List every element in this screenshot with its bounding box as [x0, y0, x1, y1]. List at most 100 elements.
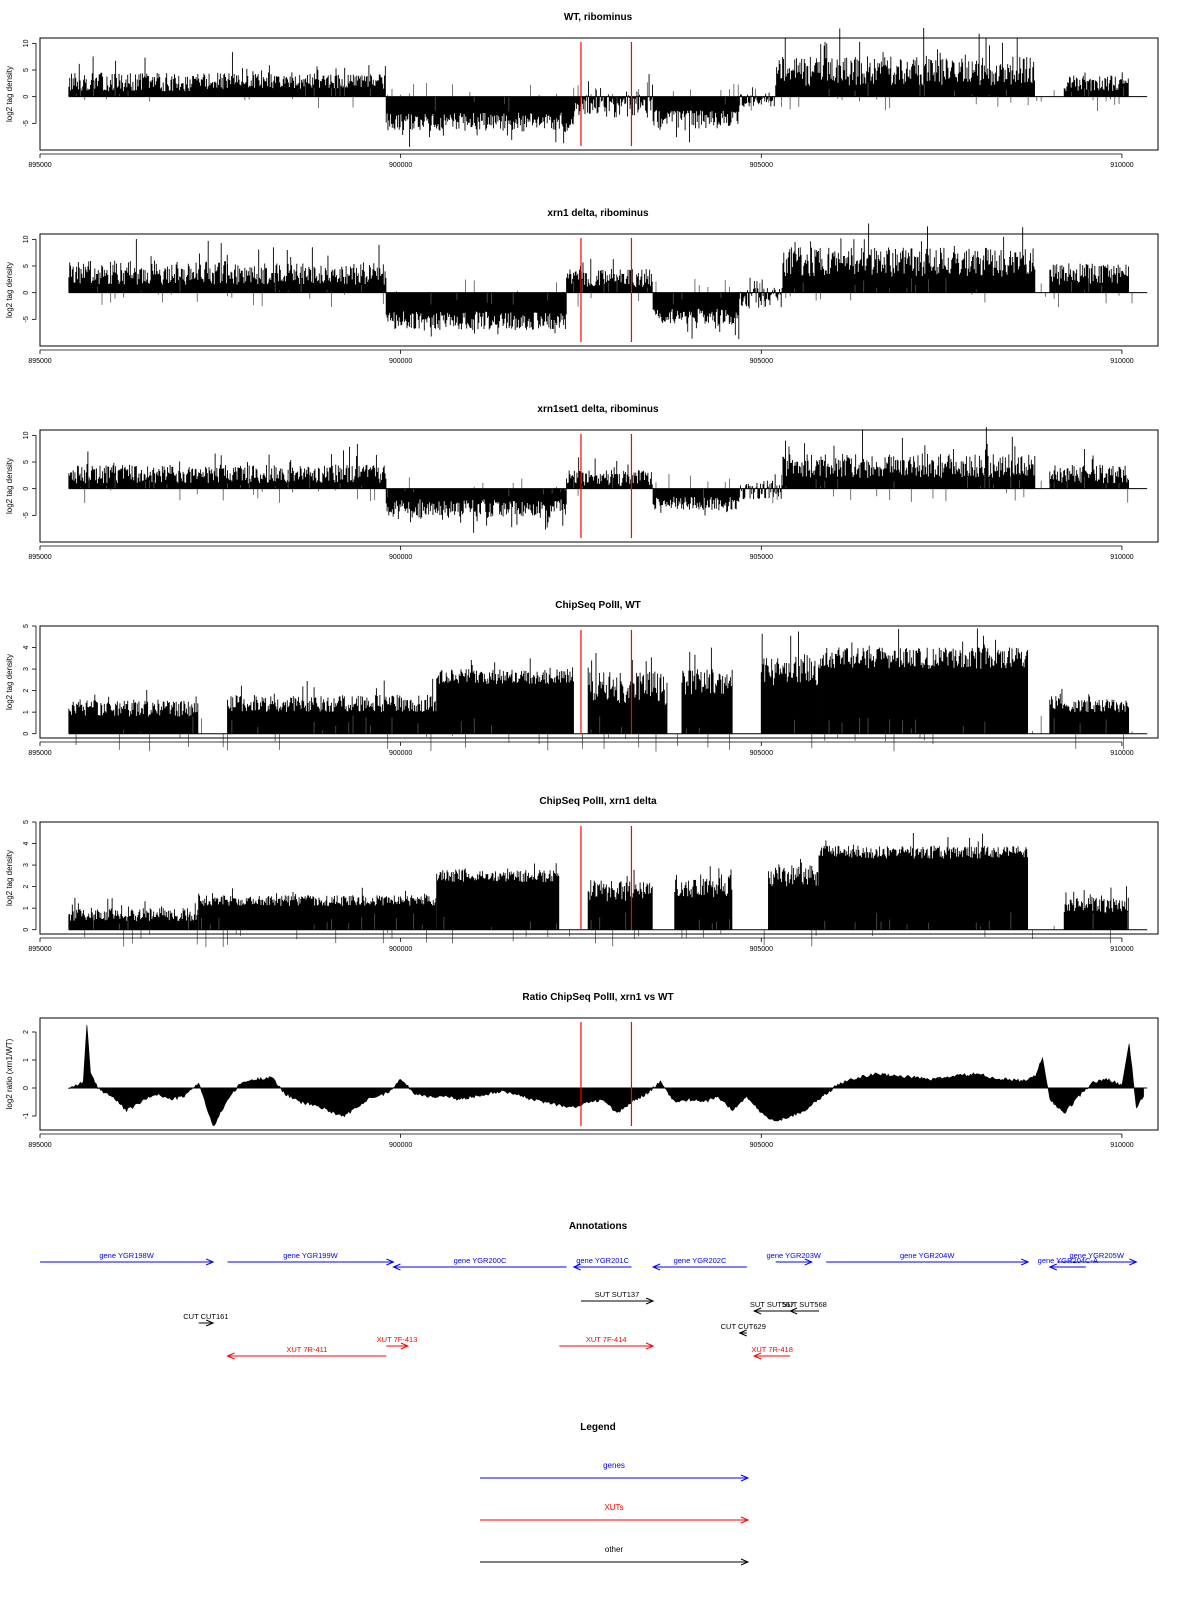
y-axis: 0 1 2 3 4 5 log2 tag density	[5, 820, 37, 932]
annotation-gene-ygr202c: gene YGR202C	[651, 1256, 747, 1271]
x-tick-label: 905000	[750, 162, 773, 169]
arrowhead-icon	[740, 1474, 750, 1482]
density-bars-region-7	[818, 628, 1029, 734]
annotations-section: Annotations gene YGR198W gene YGR199Wgene…	[40, 1221, 1138, 1360]
y-tick-label: -1	[23, 1113, 30, 1119]
annotation-xut-7f-414: XUT 7F-414	[559, 1335, 655, 1350]
x-tick-label: 895000	[28, 554, 51, 561]
x-tick-label: 900000	[389, 750, 412, 757]
arrowhead-icon	[752, 1352, 762, 1360]
annotation-label: gene YGR201C	[576, 1256, 629, 1265]
density-bars-region-1	[68, 689, 199, 734]
y-tick-label: 2	[23, 1030, 30, 1034]
y-tick-label: 5	[23, 460, 30, 464]
y-axis-label: log2 tag density	[5, 66, 14, 122]
density-bars-sparse	[75, 82, 1124, 112]
density-bars-region-6	[768, 859, 820, 930]
plot-area	[68, 1022, 1148, 1126]
annotation-label: gene YGR202C	[674, 1256, 727, 1265]
annotation-xut-7f-413: XUT 7F-413	[377, 1335, 417, 1350]
annotation-cut-cut161: CUT CUT161	[183, 1312, 229, 1327]
x-tick-label: 910000	[1110, 162, 1133, 169]
y-tick-label: 4	[23, 841, 30, 845]
arrowhead-icon	[740, 1516, 750, 1524]
y-axis: -5 0 5 10 log2 tag density	[5, 235, 37, 322]
annotation-xut-7r-418: XUT 7R-418	[751, 1345, 793, 1360]
plot-area	[68, 427, 1148, 538]
y-tick-label: 2	[23, 689, 30, 693]
y-tick-label: 0	[23, 928, 30, 932]
y-tick-label: 2	[23, 885, 30, 889]
y-tick-label: 0	[23, 1086, 30, 1090]
density-bars-region-2	[227, 444, 387, 489]
legend-label: genes	[603, 1461, 625, 1470]
plot-frame	[39, 37, 1159, 151]
y-tick-label: 10	[23, 235, 30, 243]
panel-title: ChipSeq PolII, xrn1 delta	[539, 796, 657, 807]
arrowhead-icon	[572, 1263, 581, 1271]
legend-label: other	[605, 1545, 624, 1554]
density-bars-sparse	[79, 473, 1129, 504]
density-bars-region-5	[652, 292, 740, 340]
arrowhead-icon	[645, 1342, 655, 1350]
density-bars-region-1	[68, 897, 199, 930]
panel-title: ChipSeq PolII, WT	[555, 600, 641, 611]
density-bars-region-8	[1063, 886, 1129, 930]
x-tick-label: 900000	[389, 358, 412, 365]
y-tick-label: 10	[23, 39, 30, 47]
density-bars-region-4	[587, 869, 653, 930]
density-bars-region-5	[674, 866, 733, 930]
density-bars-region-7	[782, 223, 1036, 293]
x-tick-label: 905000	[750, 946, 773, 953]
arrowhead-icon	[226, 1352, 235, 1360]
legend-label: XUTs	[604, 1503, 623, 1512]
density-bars-region-6	[760, 631, 819, 734]
panel-title: xrn1set1 delta, ribominus	[537, 404, 659, 415]
density-bars-region-6	[739, 277, 783, 309]
x-tick-label: 895000	[28, 1142, 51, 1149]
arrowhead-icon	[1129, 1258, 1138, 1266]
arrowhead-icon	[400, 1342, 410, 1350]
annotation-label: gene YGR203W	[767, 1251, 822, 1260]
panel-1: WT, ribominus -5 0 5 10 log2 tag density 89500…	[5, 12, 1159, 169]
x-tick-label: 910000	[1110, 554, 1133, 561]
legend-item-xuts: XUTs	[480, 1503, 750, 1524]
annotation-label: SUT SUT567	[750, 1300, 794, 1309]
density-bars-region-5	[652, 488, 740, 516]
x-tick-label: 905000	[750, 554, 773, 561]
x-tick-label: 910000	[1110, 946, 1133, 953]
x-axis: 895000 900000 905000 910000	[28, 349, 1134, 365]
legend: Legend genes XUTs other	[480, 1422, 750, 1566]
y-axis-label: log2 tag density	[5, 262, 14, 318]
density-bars-region-8	[1049, 263, 1130, 293]
annotation-label: XUT 7R-411	[286, 1345, 327, 1354]
arrowhead-icon	[386, 1258, 395, 1266]
density-bars-region-3	[436, 863, 560, 930]
plot-frame	[39, 821, 1159, 935]
y-tick-label: -5	[23, 316, 30, 322]
x-axis: 895000 900000 905000 910000	[28, 741, 1134, 757]
annotation-label: gene YGR198W	[99, 1251, 154, 1260]
y-tick-label: 1	[23, 710, 30, 714]
y-axis: 0 1 2 3 4 5 log2 tag density	[5, 624, 37, 736]
x-tick-label: 900000	[389, 1142, 412, 1149]
arrowhead-icon	[788, 1307, 798, 1315]
y-tick-label: 3	[23, 667, 30, 671]
density-bars-sparse	[97, 278, 1133, 308]
x-axis: 895000 900000 905000 910000	[28, 153, 1134, 169]
ratio-area	[68, 1024, 1144, 1126]
x-tick-label: 895000	[28, 750, 51, 757]
annotation-label: gene YGR204C-A	[1038, 1256, 1098, 1265]
annotation-gene-ygr204c-a: gene YGR204C-A	[1038, 1256, 1098, 1271]
density-bars-region-8	[1063, 72, 1129, 97]
y-tick-label: 0	[23, 487, 30, 491]
y-axis-label: log2 ratio (xrn1/WT)	[5, 1038, 14, 1109]
y-tick-label: 5	[23, 264, 30, 268]
arrowhead-icon	[205, 1319, 215, 1327]
x-tick-label: 910000	[1110, 358, 1133, 365]
y-tick-label: 5	[23, 624, 30, 628]
y-axis-label: log2 tag density	[5, 458, 14, 514]
annotation-gene-ygr198w: gene YGR198W	[40, 1251, 215, 1266]
annotation-gene-ygr203w: gene YGR203W	[767, 1251, 822, 1266]
annotation-label: SUT SUT137	[595, 1290, 639, 1299]
